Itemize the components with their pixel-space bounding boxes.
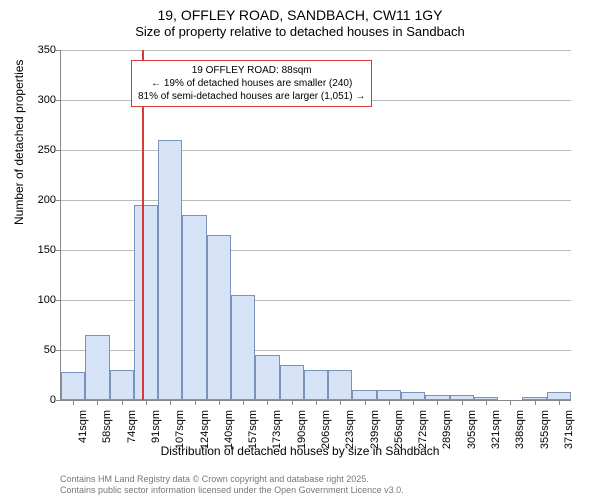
histogram-bar	[328, 370, 352, 400]
x-tick-mark	[413, 400, 414, 405]
histogram-bar	[280, 365, 304, 400]
annotation-line: 81% of semi-detached houses are larger (…	[138, 90, 365, 103]
histogram-bar	[377, 390, 401, 400]
x-tick-mark	[462, 400, 463, 405]
x-tick-mark	[267, 400, 268, 405]
x-tick-mark	[510, 400, 511, 405]
x-tick-mark	[195, 400, 196, 405]
y-tick-label: 200	[16, 194, 56, 206]
y-tick-label: 100	[16, 294, 56, 306]
x-tick-mark	[486, 400, 487, 405]
x-tick-mark	[365, 400, 366, 405]
annotation-line: ← 19% of detached houses are smaller (24…	[138, 77, 365, 90]
footer-attribution: Contains HM Land Registry data © Crown c…	[60, 474, 404, 496]
grid-line	[61, 200, 571, 201]
annotation-box: 19 OFFLEY ROAD: 88sqm← 19% of detached h…	[131, 60, 372, 107]
x-tick-mark	[243, 400, 244, 405]
y-tick-mark	[56, 150, 61, 151]
x-tick-mark	[437, 400, 438, 405]
x-tick-label: 58sqm	[101, 410, 113, 443]
x-tick-mark	[122, 400, 123, 405]
chart-area: 05010015020025030035041sqm58sqm74sqm91sq…	[60, 50, 570, 400]
histogram-bar	[231, 295, 255, 400]
annotation-line: 19 OFFLEY ROAD: 88sqm	[138, 64, 365, 77]
chart-subtitle: Size of property relative to detached ho…	[0, 24, 600, 41]
x-tick-mark	[73, 400, 74, 405]
y-tick-label: 150	[16, 244, 56, 256]
x-tick-mark	[559, 400, 560, 405]
y-tick-label: 350	[16, 44, 56, 56]
x-tick-mark	[389, 400, 390, 405]
x-tick-label: 41sqm	[77, 410, 89, 443]
histogram-bar	[352, 390, 376, 400]
x-tick-mark	[316, 400, 317, 405]
histogram-bar	[401, 392, 425, 400]
histogram-bar	[255, 355, 279, 400]
histogram-bar	[85, 335, 109, 400]
histogram-bar	[547, 392, 571, 400]
y-tick-mark	[56, 250, 61, 251]
x-tick-label: 91sqm	[150, 410, 162, 443]
y-tick-mark	[56, 300, 61, 301]
y-tick-mark	[56, 200, 61, 201]
x-tick-mark	[146, 400, 147, 405]
grid-line	[61, 150, 571, 151]
y-tick-label: 50	[16, 344, 56, 356]
x-tick-label: 74sqm	[126, 410, 138, 443]
x-tick-mark	[292, 400, 293, 405]
histogram-bar	[158, 140, 182, 400]
histogram-bar	[110, 370, 134, 400]
x-tick-mark	[97, 400, 98, 405]
x-tick-mark	[340, 400, 341, 405]
histogram-bar	[207, 235, 231, 400]
y-tick-mark	[56, 350, 61, 351]
histogram-bar	[304, 370, 328, 400]
y-tick-label: 250	[16, 144, 56, 156]
y-tick-mark	[56, 400, 61, 401]
x-tick-mark	[535, 400, 536, 405]
x-tick-mark	[170, 400, 171, 405]
y-tick-mark	[56, 50, 61, 51]
x-axis-label: Distribution of detached houses by size …	[0, 444, 600, 458]
footer-line-1: Contains HM Land Registry data © Crown c…	[60, 474, 404, 485]
grid-line	[61, 50, 571, 51]
chart-title: 19, OFFLEY ROAD, SANDBACH, CW11 1GY	[0, 0, 600, 24]
histogram-bar	[134, 205, 158, 400]
plot-region: 05010015020025030035041sqm58sqm74sqm91sq…	[60, 50, 571, 401]
histogram-bar	[61, 372, 85, 400]
histogram-bar	[182, 215, 206, 400]
x-tick-mark	[219, 400, 220, 405]
y-tick-label: 300	[16, 94, 56, 106]
y-tick-mark	[56, 100, 61, 101]
y-tick-label: 0	[16, 394, 56, 406]
footer-line-2: Contains public sector information licen…	[60, 485, 404, 496]
